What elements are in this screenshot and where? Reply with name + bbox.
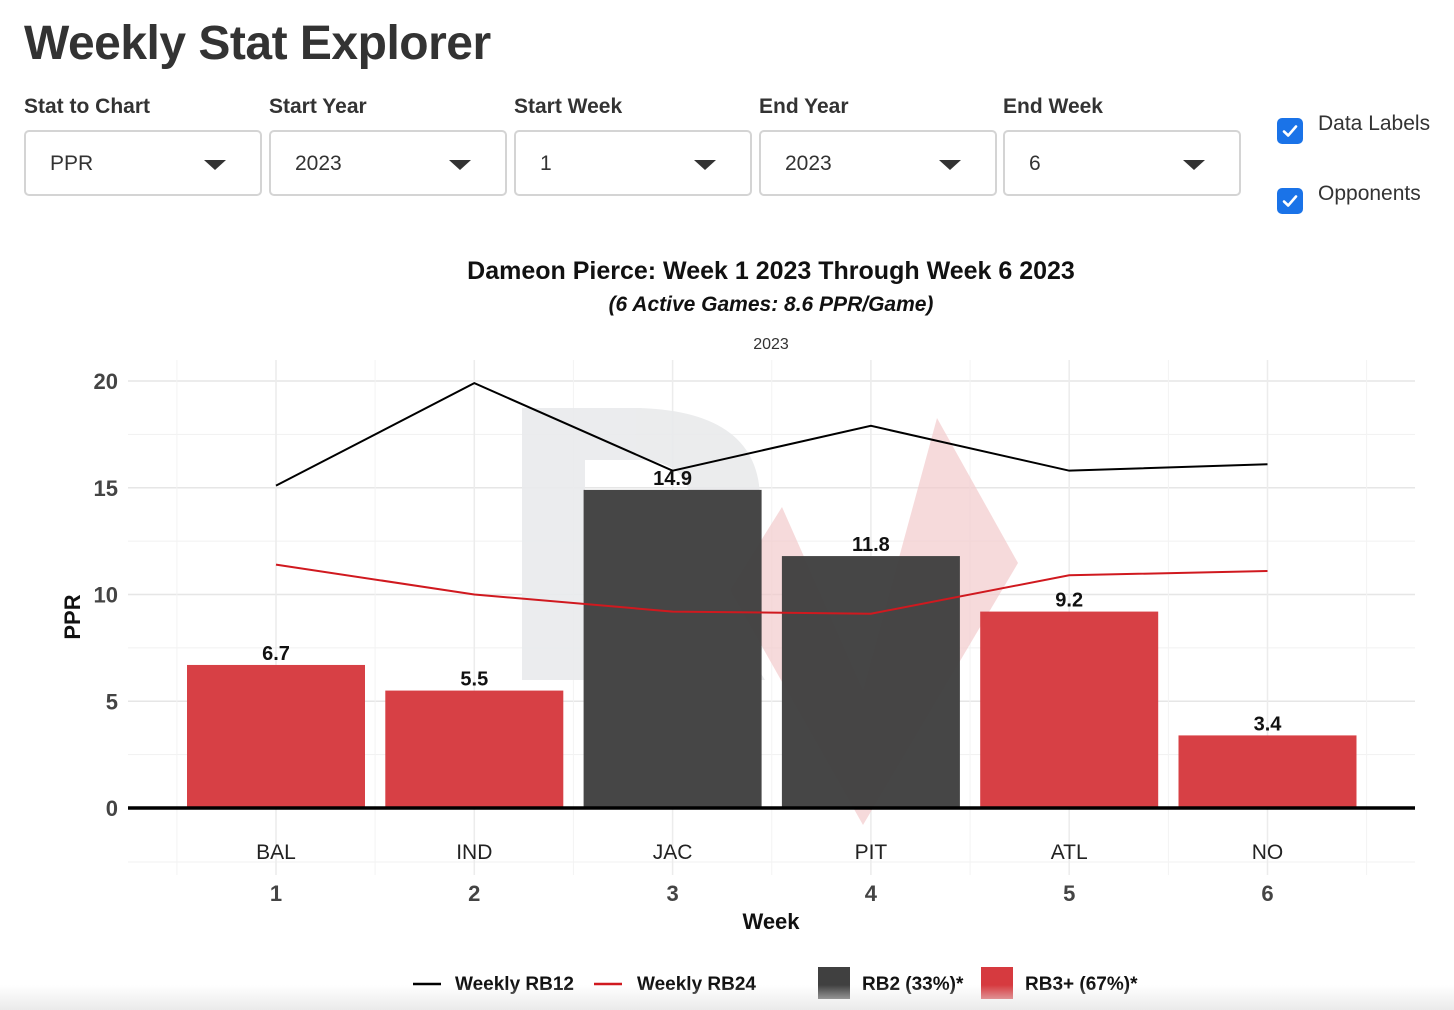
x-tick-label: 6 <box>1261 881 1273 906</box>
y-tick-label: 5 <box>106 689 118 714</box>
opponents-checkbox[interactable] <box>1277 188 1303 214</box>
x-tick-label: 4 <box>865 881 878 906</box>
y-tick-label: 20 <box>94 369 118 394</box>
start-week-value: 1 <box>540 152 552 175</box>
opponent-label: BAL <box>256 841 296 864</box>
chart-title: Dameon Pierce: Week 1 2023 Through Week … <box>467 257 1075 285</box>
lines-group <box>275 382 1268 615</box>
x-tick-label: 5 <box>1063 881 1075 906</box>
data-label-week-4: 11.8 <box>852 534 890 556</box>
stat-to-chart-control: Stat to Chart PPR <box>24 92 262 196</box>
start-year-select[interactable]: 2023 <box>269 130 507 196</box>
chevron-down-icon <box>204 160 226 170</box>
data-labels-label: Data Labels <box>1318 112 1431 135</box>
y-tick-label: 10 <box>94 583 118 608</box>
start-year-control: Start Year 2023 <box>269 92 507 196</box>
y-tick-label: 15 <box>94 476 118 501</box>
end-year-value: 2023 <box>785 152 832 175</box>
y-tick-label: 0 <box>106 796 118 821</box>
bar-week-1 <box>187 664 365 808</box>
bars-group <box>187 489 1357 808</box>
end-week-value: 6 <box>1029 152 1041 175</box>
chart-subtitle: (6 Active Games: 8.6 PPR/Game) <box>609 293 934 316</box>
start-week-label: Start Week <box>514 95 623 118</box>
end-year-control: End Year 2023 <box>759 92 997 196</box>
bar-week-3 <box>583 489 762 808</box>
data-label-week-2: 5.5 <box>460 669 488 691</box>
data-label-week-5: 9.2 <box>1055 590 1083 612</box>
facet-label: 2023 <box>753 336 789 353</box>
page-title: Weekly Stat Explorer <box>24 17 491 70</box>
chevron-down-icon <box>449 160 471 170</box>
chevron-down-icon <box>1183 160 1205 170</box>
axes-group: 0 5 10 15 20 BAL IND JAC PIT ATL NO 1 2 3 4 5 6 <box>94 369 1415 906</box>
end-week-label: End Week <box>1003 95 1103 118</box>
data-labels-group: 6.7 5.5 14.9 11.8 9.2 3.4 <box>262 468 1282 736</box>
bar-week-5 <box>980 611 1159 808</box>
x-tick-label: 3 <box>666 881 678 906</box>
x-tick-label: 2 <box>468 881 480 906</box>
data-label-week-6: 3.4 <box>1254 713 1283 735</box>
opponent-label: JAC <box>653 841 693 864</box>
series-line-rb12 <box>275 382 1268 487</box>
opponents-label: Opponents <box>1318 182 1421 205</box>
data-label-week-1: 6.7 <box>262 643 290 665</box>
end-week-select[interactable]: 6 <box>1003 130 1241 196</box>
end-year-select[interactable]: 2023 <box>759 130 997 196</box>
start-year-value: 2023 <box>295 152 342 175</box>
bar-week-2 <box>385 690 564 808</box>
opponent-label: ATL <box>1051 841 1088 864</box>
x-tick-label: 1 <box>270 881 282 906</box>
stat-to-chart-label: Stat to Chart <box>24 95 150 118</box>
start-week-select[interactable]: 1 <box>514 130 752 196</box>
chevron-down-icon <box>694 160 716 170</box>
start-week-control: Start Week 1 <box>514 92 752 196</box>
series-line-rb24 <box>275 563 1268 615</box>
stat-to-chart-select[interactable]: PPR <box>24 130 262 196</box>
data-labels-checkbox[interactable] <box>1277 118 1303 144</box>
x-axis-label: Week <box>742 909 800 934</box>
bottom-fade <box>0 985 1454 1010</box>
bar-week-4 <box>781 556 960 808</box>
checkmark-icon <box>1282 125 1298 137</box>
end-year-label: End Year <box>759 95 849 118</box>
start-year-label: Start Year <box>269 95 367 118</box>
checkmark-icon <box>1282 195 1298 207</box>
opponent-label: IND <box>456 841 492 864</box>
opponent-label: NO <box>1252 841 1284 864</box>
y-axis-label: PPR <box>60 594 85 639</box>
end-week-control: End Week 6 <box>1003 92 1241 196</box>
stat-to-chart-value: PPR <box>50 152 94 175</box>
data-label-week-3: 14.9 <box>653 468 692 490</box>
opponent-label: PIT <box>855 841 888 864</box>
bar-week-6 <box>1178 735 1357 808</box>
chevron-down-icon <box>939 160 961 170</box>
